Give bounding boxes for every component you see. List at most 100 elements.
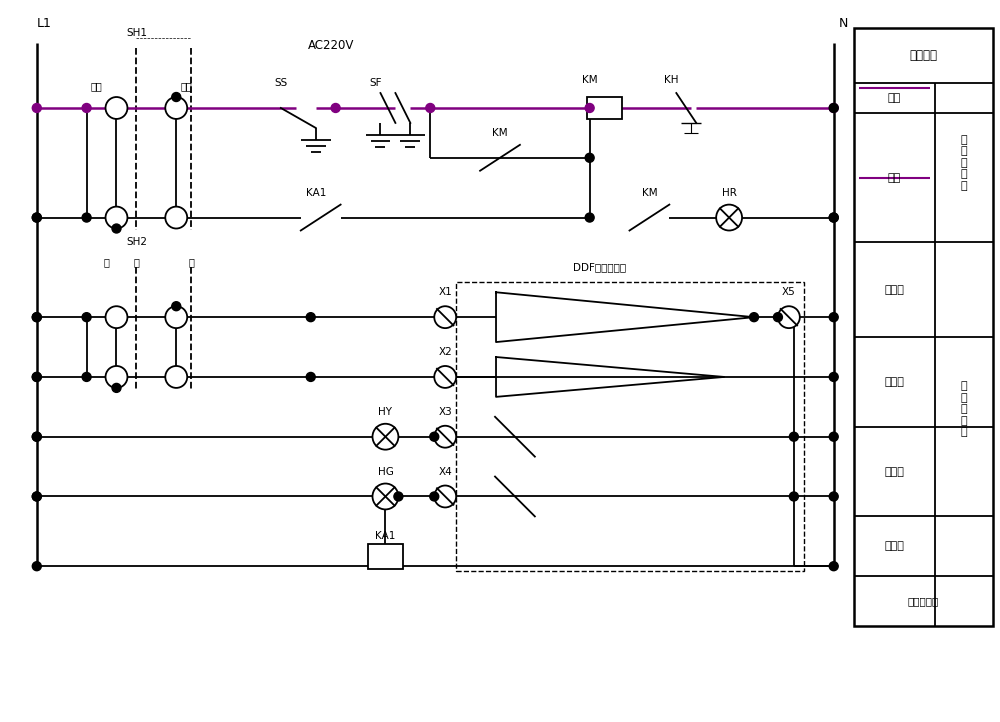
- Circle shape: [32, 213, 41, 222]
- Circle shape: [32, 432, 41, 441]
- Circle shape: [306, 373, 315, 381]
- Circle shape: [829, 213, 838, 222]
- Text: KA1: KA1: [306, 188, 326, 198]
- Circle shape: [82, 103, 91, 113]
- Circle shape: [112, 383, 121, 392]
- Circle shape: [106, 306, 127, 328]
- Circle shape: [829, 562, 838, 570]
- Text: 停: 停: [133, 257, 139, 267]
- Circle shape: [82, 313, 91, 322]
- Circle shape: [32, 432, 41, 441]
- Text: 关到位: 关到位: [884, 466, 904, 477]
- Circle shape: [32, 213, 41, 222]
- Text: 开: 开: [188, 257, 194, 267]
- Text: 开　阀: 开 阀: [884, 284, 904, 295]
- Circle shape: [32, 373, 41, 381]
- Text: ②: ②: [173, 103, 180, 113]
- Circle shape: [32, 492, 41, 501]
- Text: X2: X2: [438, 347, 452, 357]
- Text: L1: L1: [37, 17, 52, 30]
- Text: X1: X1: [438, 287, 452, 297]
- Text: 关: 关: [104, 257, 109, 267]
- Circle shape: [165, 366, 187, 388]
- Circle shape: [106, 206, 127, 228]
- Text: SS: SS: [274, 78, 287, 88]
- Circle shape: [430, 492, 439, 501]
- Bar: [587, 97, 622, 119]
- Text: KM: KM: [582, 75, 597, 85]
- Circle shape: [789, 432, 798, 441]
- Circle shape: [829, 373, 838, 381]
- Text: 中间继电器: 中间继电器: [908, 596, 939, 606]
- Circle shape: [585, 103, 594, 113]
- Circle shape: [32, 313, 41, 322]
- Circle shape: [829, 432, 838, 441]
- Text: KH: KH: [664, 75, 679, 85]
- Text: SF: SF: [369, 78, 382, 88]
- Circle shape: [32, 373, 41, 381]
- Circle shape: [789, 492, 798, 501]
- Circle shape: [434, 426, 456, 448]
- Text: AC220V: AC220V: [307, 39, 354, 52]
- Circle shape: [172, 302, 181, 310]
- Circle shape: [106, 366, 127, 388]
- Circle shape: [32, 313, 41, 322]
- Text: ②: ②: [173, 313, 180, 322]
- Circle shape: [331, 103, 340, 113]
- Text: SH1: SH1: [126, 28, 147, 38]
- Text: 关　阀: 关 阀: [884, 377, 904, 387]
- Bar: [368, 544, 403, 569]
- Text: 控制电源: 控制电源: [909, 49, 937, 62]
- Circle shape: [829, 313, 838, 322]
- Circle shape: [585, 153, 594, 162]
- Circle shape: [426, 103, 435, 113]
- Circle shape: [82, 373, 91, 381]
- Text: 电
动
阀
控
制: 电 动 阀 控 制: [960, 381, 967, 438]
- Circle shape: [585, 213, 594, 222]
- Text: N: N: [839, 17, 848, 30]
- Circle shape: [165, 306, 187, 328]
- Text: ⑥: ⑥: [173, 373, 180, 381]
- Circle shape: [434, 306, 456, 328]
- Text: HY: HY: [378, 406, 392, 417]
- Text: 手动: 手动: [180, 81, 192, 91]
- Bar: [854, 28, 993, 626]
- Circle shape: [716, 204, 742, 230]
- Circle shape: [829, 492, 838, 501]
- Text: SH2: SH2: [126, 238, 147, 248]
- Circle shape: [829, 213, 838, 222]
- Text: DDF（电动阀）: DDF（电动阀）: [573, 262, 626, 272]
- Text: KM: KM: [492, 128, 508, 138]
- Circle shape: [165, 97, 187, 119]
- Circle shape: [434, 485, 456, 508]
- Text: X3: X3: [438, 406, 452, 417]
- Circle shape: [372, 424, 398, 450]
- Text: ④: ④: [113, 373, 120, 381]
- Circle shape: [773, 313, 782, 322]
- Text: ①: ①: [113, 313, 120, 322]
- Text: X5: X5: [782, 287, 796, 297]
- Circle shape: [32, 103, 41, 113]
- Circle shape: [394, 492, 403, 501]
- Text: 排
气
扇
控
制: 排 气 扇 控 制: [960, 134, 967, 191]
- Text: X4: X4: [438, 466, 452, 477]
- Circle shape: [372, 484, 398, 510]
- Circle shape: [172, 92, 181, 102]
- Bar: [456, 282, 804, 571]
- Text: KM: KM: [642, 188, 657, 198]
- Circle shape: [430, 432, 439, 441]
- Text: HG: HG: [378, 466, 393, 477]
- Circle shape: [32, 492, 41, 501]
- Text: ①: ①: [113, 103, 120, 113]
- Text: 手动: 手动: [887, 93, 901, 103]
- Circle shape: [32, 562, 41, 570]
- Circle shape: [750, 313, 759, 322]
- Circle shape: [434, 366, 456, 388]
- Text: ⑥: ⑥: [173, 213, 180, 222]
- Circle shape: [106, 97, 127, 119]
- Circle shape: [829, 103, 838, 113]
- Text: 开到位: 开到位: [884, 542, 904, 552]
- Text: KA1: KA1: [375, 531, 396, 542]
- Circle shape: [112, 224, 121, 233]
- Text: 联动: 联动: [887, 173, 901, 183]
